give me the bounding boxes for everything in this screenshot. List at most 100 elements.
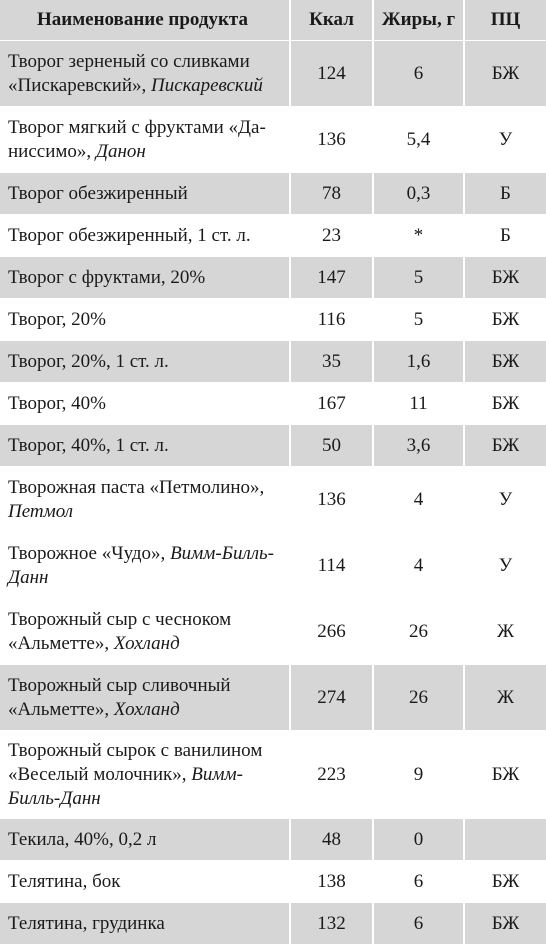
product-name-cell: Творог обезжиренный [0, 173, 291, 214]
pc-cell [465, 819, 546, 860]
kcal-cell: 124 [291, 41, 374, 106]
product-name: Творог обезжиренный, 1 ст. л. [8, 224, 251, 246]
product-name-cell: Творог зерненый со сливками «Пискаревски… [0, 41, 291, 106]
header-name: Наименование продукта [0, 0, 291, 40]
table-row: Творог мягкий с фруктами «Да-ниссимо», Д… [0, 107, 546, 173]
table-row: Творог, 40%, 1 ст. л. 50 3,6 БЖ [0, 425, 546, 467]
product-name: Творожное «Чудо», [8, 542, 171, 564]
product-brand: Пискаревский [151, 74, 263, 96]
kcal-cell: 132 [291, 903, 374, 944]
table-row: Творожный сыр с чесноком «Альметте», Хох… [0, 599, 546, 665]
fat-cell: 0,3 [374, 173, 465, 214]
product-name: Творожная паста «Петмолино», [8, 476, 265, 498]
table-row: Творожная паста «Петмолино», Петмол 136 … [0, 467, 546, 533]
kcal-cell: 50 [291, 425, 374, 466]
product-name-cell: Творог, 40% [0, 383, 291, 424]
table-row: Творог обезжиренный, 1 ст. л. 23 * Б [0, 215, 546, 257]
pc-cell: БЖ [491, 434, 520, 456]
table-row: Творог обезжиренный 78 0,3 Б [0, 173, 546, 215]
fat-cell: 5 [374, 257, 465, 298]
pc-cell: Б [500, 224, 511, 246]
pc-cell: БЖ [491, 763, 520, 785]
product-name-cell: Творожный сыр сливочный «Альметте», Хохл… [0, 665, 291, 730]
product-name-cell: Творог, 40%, 1 ст. л. [0, 425, 291, 466]
product-name: Телятина, бок [8, 870, 121, 892]
product-name: Творожный сыр с чесноком «Альметте», [8, 608, 232, 654]
product-name: Творог, 20%, 1 ст. л. [8, 350, 169, 372]
product-name: Творог зерненый со сливками «Пискаревски… [8, 50, 250, 96]
product-name-cell: Творог мягкий с фруктами «Да-ниссимо», Д… [0, 107, 291, 172]
table-row: Творог, 20%, 1 ст. л. 35 1,6 БЖ [0, 341, 546, 383]
pc-cell: БЖ [491, 392, 520, 414]
product-name: Текила, 40%, 0,2 л [8, 828, 157, 850]
table-row: Телятина, грудинка 132 6 БЖ [0, 903, 546, 945]
header-kcal: Ккал [291, 0, 374, 40]
product-name-cell: Творог обезжиренный, 1 ст. л. [0, 215, 291, 256]
fat-cell: 0 [374, 819, 465, 860]
header-pc: ПЦ [490, 9, 521, 30]
pc-cell: У [498, 488, 513, 510]
product-brand: Петмол [8, 500, 74, 522]
table-row: Творог зерненый со сливками «Пискаревски… [0, 41, 546, 107]
fat-cell: 26 [374, 665, 465, 730]
header-fat: Жиры, г [374, 0, 465, 40]
fat-cell: 4 [374, 467, 465, 532]
fat-cell: 6 [374, 41, 465, 106]
product-brand: Вимм-Билль-Данн [8, 542, 274, 588]
kcal-cell: 266 [291, 599, 374, 664]
product-name-cell: Телятина, бок [0, 861, 291, 902]
product-name: Телятина, грудинка [8, 912, 165, 934]
product-name: Творожный сыр сливочный «Альметте», [8, 674, 231, 720]
product-name-cell: Текила, 40%, 0,2 л [0, 819, 291, 860]
fat-cell: 9 [374, 731, 465, 818]
product-brand: Хохланд [113, 698, 180, 720]
kcal-cell: 136 [291, 107, 374, 172]
table-row: Творог, 40% 167 11 БЖ [0, 383, 546, 425]
product-name-cell: Творог, 20%, 1 ст. л. [0, 341, 291, 382]
table-row: Творожный сырок с ванилином «Веселый мол… [0, 731, 546, 819]
pc-cell: Ж [496, 620, 515, 642]
pc-cell: БЖ [491, 62, 520, 84]
table-row: Текила, 40%, 0,2 л 48 0 [0, 819, 546, 861]
fat-cell: 1,6 [374, 341, 465, 382]
fat-cell: * [374, 215, 465, 256]
table-row: Творог с фруктами, 20% 147 5 БЖ [0, 257, 546, 299]
kcal-cell: 167 [291, 383, 374, 424]
kcal-cell: 138 [291, 861, 374, 902]
kcal-cell: 114 [291, 533, 374, 598]
product-name-cell: Творог с фруктами, 20% [0, 257, 291, 298]
fat-cell: 26 [374, 599, 465, 664]
product-name: Творожный сырок с ванилином «Веселый мол… [8, 739, 263, 785]
product-name-cell: Творожное «Чудо», Вимм-Билль-Данн [0, 533, 291, 598]
pc-cell: БЖ [491, 308, 520, 330]
fat-cell: 5,4 [374, 107, 465, 172]
pc-cell: У [498, 128, 513, 150]
fat-cell: 11 [374, 383, 465, 424]
pc-cell: Б [500, 182, 511, 204]
pc-cell: У [498, 554, 513, 576]
product-name: Творог мягкий с фруктами «Да-ниссимо», [8, 116, 266, 162]
product-name-cell: Творожная паста «Петмолино», Петмол [0, 467, 291, 532]
product-brand: Хохланд [113, 632, 180, 654]
kcal-cell: 147 [291, 257, 374, 298]
kcal-cell: 274 [291, 665, 374, 730]
product-name-cell: Телятина, грудинка [0, 903, 291, 944]
fat-cell: 6 [374, 861, 465, 902]
product-brand: Вимм-Билль-Данн [8, 763, 243, 809]
kcal-cell: 48 [291, 819, 374, 860]
product-name-cell: Творог, 20% [0, 299, 291, 340]
kcal-cell: 223 [291, 731, 374, 818]
kcal-cell: 35 [291, 341, 374, 382]
pc-cell: БЖ [491, 912, 520, 934]
pc-cell: БЖ [491, 266, 520, 288]
fat-cell: 6 [374, 903, 465, 944]
product-name: Творог, 40% [8, 392, 106, 414]
table-row: Творог, 20% 116 5 БЖ [0, 299, 546, 341]
fat-cell: 4 [374, 533, 465, 598]
table-header-row: Наименование продукта Ккал Жиры, г ПЦ [0, 0, 546, 41]
product-name: Творог с фруктами, 20% [8, 266, 206, 288]
kcal-cell: 116 [291, 299, 374, 340]
kcal-cell: 23 [291, 215, 374, 256]
kcal-cell: 136 [291, 467, 374, 532]
